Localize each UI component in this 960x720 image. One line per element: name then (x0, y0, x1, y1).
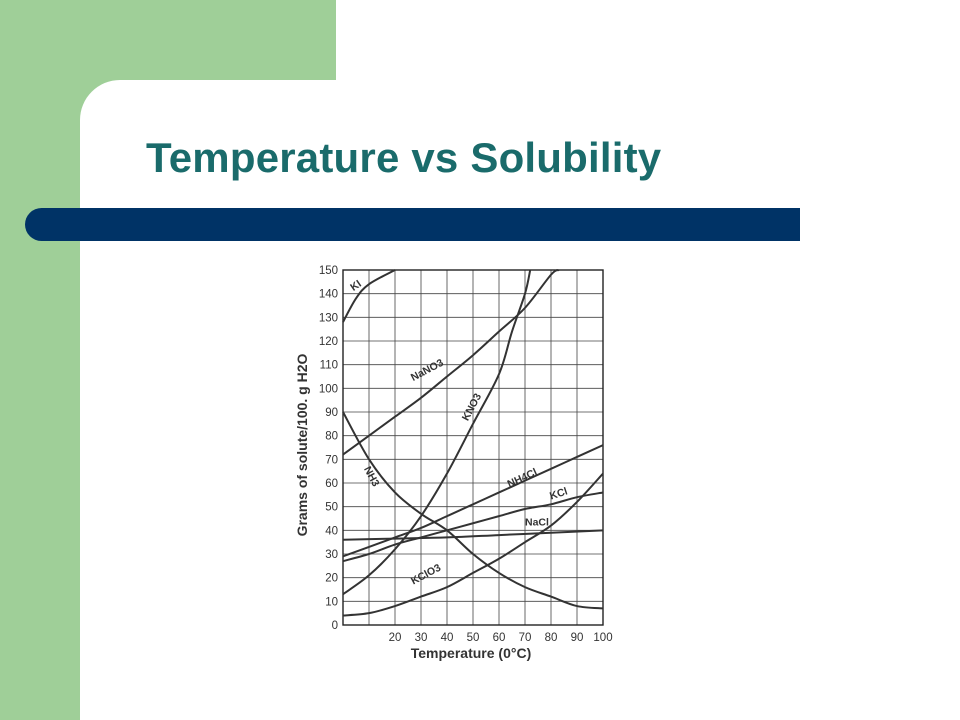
y-tick-label: 150 (319, 265, 338, 277)
background-corner-curve (80, 80, 160, 160)
y-tick-label: 50 (325, 502, 338, 514)
y-tick-label: 100 (319, 383, 338, 395)
chart-axes (342, 269, 604, 626)
series-line-nacl (342, 529, 604, 541)
chart-grid (342, 269, 604, 626)
y-tick-label: 130 (319, 312, 338, 324)
x-tick-label: 50 (467, 632, 480, 644)
x-tick-label: 60 (493, 632, 506, 644)
y-tick-label: 40 (325, 525, 338, 537)
series-line-nh4cl (342, 444, 604, 558)
y-axis-label: Grams of solute/100. g H2O (294, 353, 310, 536)
background-green-left (0, 0, 80, 720)
y-tick-label: 80 (325, 431, 338, 443)
series-line-nh3 (342, 411, 604, 610)
chart-series (342, 269, 604, 617)
series-label-kcl: KCl (548, 485, 569, 502)
series-label-kno3: KNO3 (460, 391, 484, 423)
y-tick-label: 110 (320, 360, 338, 372)
x-tick-label: 70 (519, 632, 532, 644)
y-tick-label: 10 (325, 596, 338, 608)
series-label-nh3: NH3 (361, 465, 382, 489)
series-line-ki (342, 269, 396, 323)
y-tick-label: 140 (319, 289, 338, 301)
x-tick-label: 90 (571, 632, 584, 644)
y-tick-label: 70 (325, 454, 338, 466)
series-label-kclo3: KClO3 (409, 562, 443, 588)
series-label-nacl: NaCl (525, 517, 549, 529)
x-tick-label: 20 (389, 632, 402, 644)
series-line-kcl (342, 491, 604, 563)
chart-tick-labels: 20 30 40 50 60 70 80 90 100 0 10 20 30 40 50 60 70 80 90 10… (319, 265, 613, 644)
y-tick-label: 30 (325, 549, 338, 561)
slide-title: Temperature vs Solubility (146, 134, 662, 181)
y-tick-label: 60 (325, 478, 338, 490)
y-tick-label: 20 (325, 573, 338, 585)
x-tick-label: 100 (593, 632, 612, 644)
y-tick-label: 90 (325, 407, 338, 419)
x-tick-label: 40 (441, 632, 454, 644)
plot-frame (342, 269, 604, 626)
series-line-kno3 (342, 269, 532, 596)
series-line-nano3 (342, 269, 560, 456)
x-axis-label: Temperature (0°C) (411, 645, 531, 661)
series-label-nh4cl: NH4Cl (506, 466, 540, 490)
series-line-kclo3 (342, 472, 604, 617)
title-underline-bar (25, 208, 800, 241)
y-tick-label: 120 (319, 336, 338, 348)
y-tick-label: 0 (332, 620, 338, 632)
x-tick-label: 30 (415, 632, 428, 644)
series-label-nano3: NaNO3 (409, 357, 446, 384)
x-tick-label: 80 (545, 632, 558, 644)
